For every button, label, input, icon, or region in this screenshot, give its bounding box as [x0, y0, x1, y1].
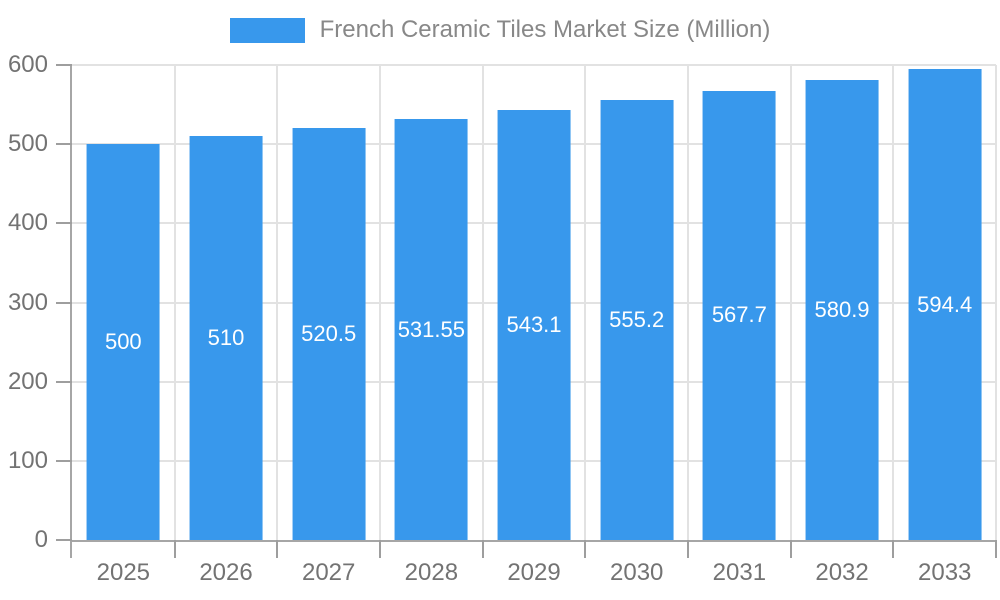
x-tick-mark [892, 540, 895, 558]
bar-2030[interactable]: 555.2 [600, 100, 674, 540]
x-axis-labels: 2025 2026 2027 2028 2029 2030 2031 2032 2033 [72, 558, 996, 588]
y-tick-label: 400 [7, 209, 48, 237]
bar-category-cell: 555.2 [585, 65, 688, 540]
bar-category-cell: 580.9 [791, 65, 894, 540]
y-axis-line [70, 65, 72, 558]
chart-legend[interactable]: French Ceramic Tiles Market Size (Millio… [0, 16, 1000, 44]
x-tick-label: 2029 [507, 559, 561, 586]
bar-value-label: 567.7 [711, 302, 767, 328]
bar-category-cell: 567.7 [688, 65, 791, 540]
bar-series: 500 510 520.5 531.55 543.1 555.2 567.7 580.9 594… [72, 65, 996, 540]
bar-2033[interactable]: 594.4 [908, 69, 982, 540]
bar-value-label: 510 [207, 325, 245, 351]
x-tick-mark [687, 540, 689, 558]
y-tick-label: 500 [7, 130, 48, 158]
y-tick-mark [56, 539, 72, 541]
bar-value-label: 594.4 [917, 291, 973, 317]
vertical-gridline [584, 65, 587, 540]
bar-category-cell: 594.4 [893, 65, 996, 540]
y-tick-label: 100 [7, 446, 48, 474]
x-tick-mark [789, 540, 792, 558]
x-tick-mark [173, 540, 176, 558]
x-tick-label: 2026 [199, 559, 253, 586]
x-axis-line [72, 540, 996, 542]
x-tick-mark [995, 540, 997, 558]
x-tick-label: 2032 [815, 559, 869, 586]
vertical-gridline [995, 65, 997, 540]
x-tick-label: 2030 [610, 559, 664, 586]
x-tick-mark [481, 540, 484, 558]
vertical-gridline [276, 65, 279, 540]
x-tick-mark [584, 540, 587, 558]
y-tick-mark [56, 301, 72, 304]
horizontal-gridline [72, 64, 996, 66]
bar-category-cell: 520.5 [277, 65, 380, 540]
vertical-gridline [173, 65, 176, 540]
vertical-gridline [686, 65, 689, 540]
y-tick-mark [56, 143, 72, 146]
bar-value-label: 555.2 [609, 307, 665, 333]
bar-2029[interactable]: 543.1 [497, 110, 571, 540]
vertical-gridline [378, 65, 381, 540]
bar-value-label: 531.55 [397, 316, 465, 342]
y-tick-label: 600 [7, 51, 48, 78]
bar-category-cell: 500 [72, 65, 175, 540]
bar-value-label: 500 [104, 329, 142, 355]
bar-value-label: 543.1 [506, 312, 562, 338]
bar-category-cell: 510 [175, 65, 278, 540]
bar-category-cell: 543.1 [483, 65, 586, 540]
x-tick-label: 2025 [96, 559, 151, 586]
bar-value-label: 520.5 [301, 320, 357, 346]
legend-swatch [229, 17, 305, 43]
y-tick-label: 0 [34, 526, 48, 553]
x-tick-mark [276, 540, 279, 558]
y-tick-mark [56, 459, 72, 462]
bar-2028[interactable]: 531.55 [394, 119, 468, 540]
plot-area: 500 510 520.5 531.55 543.1 555.2 567.7 580.9 594… [72, 64, 997, 540]
bar-2032[interactable]: 580.9 [805, 80, 879, 540]
x-tick-mark [379, 540, 381, 558]
y-tick-mark [56, 64, 72, 66]
bar-2027[interactable]: 520.5 [292, 127, 366, 540]
x-tick-label: 2031 [712, 559, 767, 586]
y-tick-label: 200 [7, 367, 48, 395]
legend-label: French Ceramic Tiles Market Size (Millio… [319, 16, 771, 43]
vertical-gridline [481, 65, 484, 540]
y-tick-mark [56, 380, 72, 383]
vertical-gridline [789, 65, 792, 540]
bar-category-cell: 531.55 [380, 65, 483, 540]
bar-value-label: 580.9 [814, 297, 870, 323]
bar-2026[interactable]: 510 [189, 136, 263, 540]
y-tick-mark [56, 222, 72, 225]
y-tick-label: 300 [7, 288, 48, 316]
x-tick-label: 2028 [404, 559, 459, 586]
bar-2031[interactable]: 567.7 [702, 90, 776, 540]
x-tick-label: 2027 [301, 559, 356, 586]
x-tick-label: 2033 [918, 559, 972, 586]
bar-2025[interactable]: 500 [86, 144, 160, 540]
vertical-gridline [892, 65, 895, 540]
